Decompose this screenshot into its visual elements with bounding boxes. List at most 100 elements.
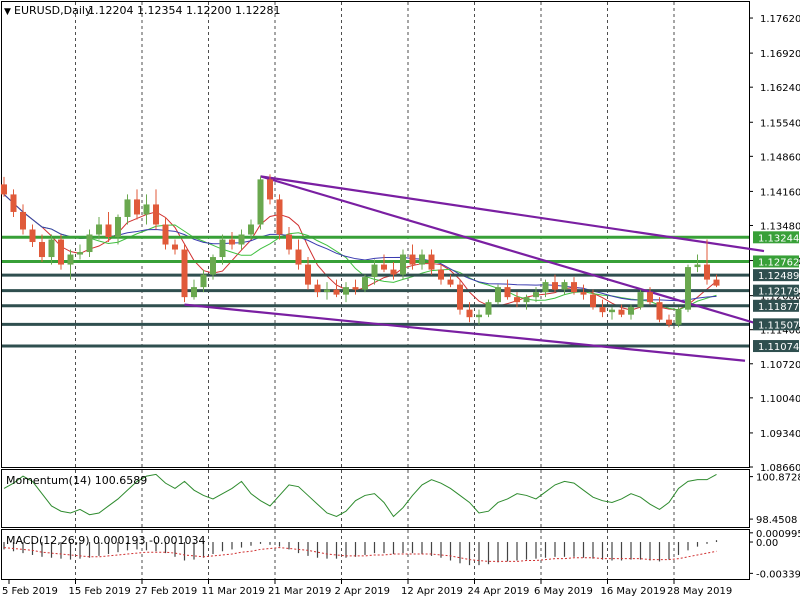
candle-body bbox=[191, 287, 197, 298]
price-label-box bbox=[753, 269, 799, 282]
momentum-pane-frame bbox=[1, 469, 750, 528]
candle-body bbox=[200, 274, 207, 288]
candle-body bbox=[134, 199, 140, 215]
candle-body bbox=[485, 302, 492, 315]
candle-body bbox=[590, 294, 596, 308]
candle-body bbox=[580, 292, 587, 295]
time-tick-label: 16 May 2019 bbox=[601, 586, 666, 597]
candle-body bbox=[457, 284, 463, 310]
momentum-line bbox=[3, 473, 717, 518]
collapse-arrow-icon[interactable]: ▼ bbox=[4, 7, 11, 17]
candle-body bbox=[447, 279, 454, 285]
price-tick-label: 1.10720 bbox=[760, 360, 800, 371]
candle-body bbox=[10, 194, 17, 212]
trendline bbox=[260, 175, 765, 327]
candle-body bbox=[276, 199, 283, 235]
candle-body bbox=[20, 211, 26, 230]
price-tick-label: 1.14860 bbox=[760, 152, 800, 163]
candle-body bbox=[314, 284, 321, 293]
candle-body bbox=[67, 254, 74, 265]
candle-body bbox=[162, 224, 169, 245]
time-tick-label: 6 May 2019 bbox=[534, 586, 593, 597]
price-label-box bbox=[753, 284, 799, 297]
candle-body bbox=[371, 264, 378, 278]
candle-body bbox=[466, 309, 473, 318]
macd-tick-label: -0.00339 bbox=[756, 569, 800, 580]
time-tick-label: 27 Feb 2019 bbox=[135, 586, 197, 597]
candle-body bbox=[571, 282, 577, 293]
candle-body bbox=[324, 289, 330, 293]
candle-body bbox=[86, 234, 93, 253]
candle-body bbox=[181, 249, 188, 298]
candle-body bbox=[713, 279, 720, 286]
main-symbol-label: EURUSD,Daily bbox=[14, 4, 92, 17]
price-label-box bbox=[753, 255, 799, 268]
candle-body bbox=[153, 204, 159, 225]
price-tick-label: 1.16920 bbox=[760, 49, 800, 60]
candle-body bbox=[1, 184, 7, 195]
candle-body bbox=[295, 249, 302, 265]
price-tick-label: 1.09340 bbox=[760, 429, 800, 440]
candle-body bbox=[229, 239, 235, 245]
price-label-box bbox=[753, 299, 799, 312]
moving-averages bbox=[3, 194, 717, 311]
candle-body bbox=[286, 234, 292, 250]
candle-body bbox=[561, 282, 568, 290]
candle-body bbox=[58, 239, 64, 265]
price-label-text: 1.11074 bbox=[758, 342, 799, 353]
candle-body bbox=[618, 309, 625, 315]
price-label-text: 1.11877 bbox=[758, 302, 799, 313]
price-tick-label: 1.08660 bbox=[760, 463, 800, 474]
price-label-text: 1.13244 bbox=[758, 233, 799, 244]
macd-tick-label: 0.00 bbox=[756, 538, 778, 549]
price-tick-label: 1.15540 bbox=[760, 118, 800, 129]
macd-signal-line bbox=[3, 547, 717, 562]
price-label-text: 1.12762 bbox=[758, 257, 799, 268]
ma-slow-line bbox=[3, 194, 717, 302]
price-label-text: 1.11507 bbox=[758, 320, 799, 331]
candle-body bbox=[514, 297, 520, 303]
candle-body bbox=[419, 254, 425, 265]
candle-body bbox=[656, 302, 663, 320]
candle-body bbox=[248, 224, 254, 235]
trendline bbox=[260, 175, 765, 253]
candle-body bbox=[238, 234, 245, 245]
main-ohlc-label: 1.12204 1.12354 1.12200 1.12281 bbox=[88, 4, 280, 17]
time-tick-label: 2 Apr 2019 bbox=[335, 586, 390, 597]
price-label-box bbox=[753, 231, 799, 244]
candle-body bbox=[381, 264, 387, 270]
candle-body bbox=[210, 257, 216, 275]
candle-body bbox=[409, 254, 416, 265]
candle-body bbox=[637, 292, 644, 308]
trendlines[interactable] bbox=[184, 175, 765, 362]
candle-body bbox=[352, 287, 359, 290]
candle-body bbox=[628, 307, 634, 315]
candle-body bbox=[343, 287, 349, 295]
price-tick-label: 1.13480 bbox=[760, 221, 800, 232]
candle-body bbox=[400, 254, 406, 275]
candle-body bbox=[219, 239, 226, 258]
candle-body bbox=[77, 252, 83, 255]
price-tick-label: 1.12080 bbox=[760, 292, 800, 303]
candle-body bbox=[495, 287, 501, 303]
candles bbox=[1, 174, 720, 328]
candle-body bbox=[666, 319, 672, 325]
candle-body bbox=[96, 224, 102, 235]
candle-body bbox=[704, 264, 710, 280]
candle-body bbox=[105, 224, 112, 238]
main-pane-frame bbox=[1, 1, 750, 468]
price-label-text: 1.12179 bbox=[758, 287, 799, 298]
price-tick-label: 1.11400 bbox=[760, 326, 800, 337]
time-tick-label: 15 Feb 2019 bbox=[69, 586, 131, 597]
candle-body bbox=[438, 269, 444, 280]
candle-body bbox=[267, 179, 273, 200]
macd-tick-label: 0.000995 bbox=[756, 529, 800, 540]
time-tick-label: 21 Mar 2019 bbox=[268, 586, 331, 597]
momentum-tick-label: 98.4508 bbox=[756, 515, 797, 526]
price-labels: 1.13244 1.12762 1.12489 1.12179 1.11877 1.115… bbox=[753, 231, 799, 353]
candle-body bbox=[124, 199, 131, 217]
price-tick-label: 1.14160 bbox=[760, 187, 800, 198]
